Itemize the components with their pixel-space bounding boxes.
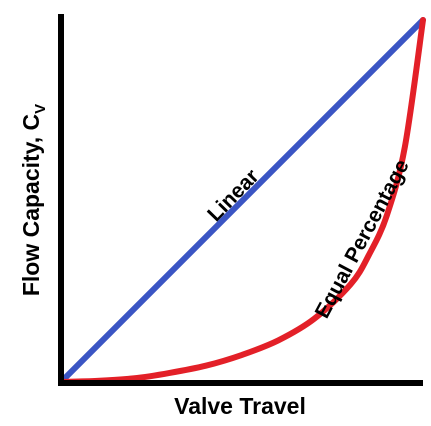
y-axis-label: Flow Capacity, CV [18,104,49,296]
equal-percentage-series-line [58,17,426,385]
linear-curve-label: Linear [203,165,263,226]
y-axis-label-subscript: V [32,104,49,114]
plot-area [58,17,426,385]
equal-percentage-curve-label: Equal Percentage [311,156,414,322]
linear-series-line [58,17,426,385]
x-axis-label: Valve Travel [174,393,306,419]
y-axis-label-main: Flow Capacity, C [18,114,44,296]
